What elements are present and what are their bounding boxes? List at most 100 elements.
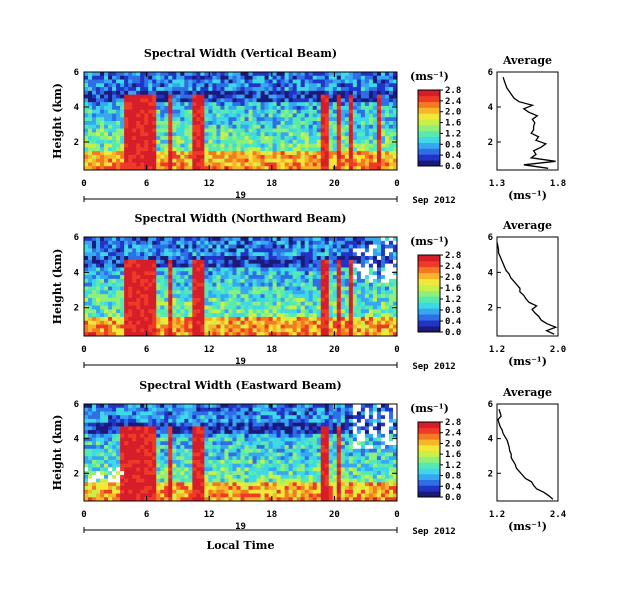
heatmap-cell	[284, 301, 290, 306]
heatmap-cell	[220, 143, 225, 148]
heatmap-cell	[260, 83, 265, 88]
heatmap-cell	[280, 124, 286, 129]
heatmap-cell	[292, 124, 298, 129]
heatmap-cell	[312, 154, 318, 160]
heatmap-cell	[348, 316, 354, 322]
heatmap-cell	[328, 109, 334, 114]
heatmap-cell	[112, 459, 117, 465]
heatmap-cell	[92, 98, 97, 103]
heatmap-cell	[116, 79, 121, 84]
heatmap-cell	[188, 324, 193, 329]
heatmap-cell	[196, 143, 201, 148]
heatmap-cell	[88, 83, 93, 88]
heatmap-cell	[136, 83, 141, 88]
heatmap-cell	[240, 252, 245, 257]
heatmap-cell	[128, 407, 133, 412]
heatmap-cell	[284, 162, 290, 167]
heatmap-cell	[316, 166, 322, 171]
heatmap-cell	[348, 128, 354, 133]
heatmap-cell	[168, 79, 173, 84]
heatmap-cell	[104, 132, 109, 137]
heatmap-cell	[108, 151, 113, 156]
heatmap-cell	[216, 136, 221, 141]
heatmap-cell	[200, 418, 205, 424]
heatmap-cell	[172, 426, 177, 431]
heatmap-cell	[356, 147, 362, 152]
heatmap-cell	[148, 128, 153, 133]
heatmap-cell	[356, 244, 362, 249]
heatmap-cell	[224, 286, 229, 291]
heatmap-cell	[300, 139, 306, 145]
heatmap-cell	[232, 90, 237, 96]
heatmap-cell	[304, 79, 310, 84]
heatmap-cell	[188, 151, 193, 156]
heatmap-cell	[296, 301, 302, 306]
heatmap-cell	[372, 320, 378, 325]
heatmap-cell	[268, 252, 273, 257]
heatmap-cell	[112, 237, 117, 242]
heatmap-cell	[92, 463, 97, 468]
heatmap-cell	[192, 102, 197, 107]
heatmap-cell	[388, 124, 394, 129]
heatmap-cell	[216, 282, 221, 287]
heatmap-cell	[248, 286, 253, 291]
heatmap-cell	[180, 121, 185, 126]
heatmap-cell	[324, 316, 330, 322]
heatmap-cell	[224, 154, 229, 160]
heatmap-cell	[116, 94, 121, 99]
heatmap-cell	[324, 132, 330, 137]
heatmap-cell	[176, 489, 181, 494]
heatmap-cell	[308, 263, 314, 268]
heatmap-cell	[148, 463, 153, 468]
heatmap-cell	[152, 320, 157, 325]
heatmap-cell	[256, 105, 261, 111]
heatmap-cell	[172, 132, 177, 137]
heatmap-cell	[336, 282, 342, 287]
heatmap-cell	[208, 105, 213, 111]
heatmap-cell	[228, 75, 233, 80]
heatmap-cell	[92, 467, 97, 472]
heatmap-cell	[352, 259, 358, 265]
heatmap-cell	[128, 248, 133, 253]
heatmap-cell	[240, 271, 245, 276]
heatmap-cell	[124, 324, 129, 329]
heatmap-cell	[184, 411, 189, 416]
heatmap-cell	[120, 497, 125, 502]
heatmap-cell	[128, 237, 133, 242]
heatmap-cell	[124, 407, 129, 412]
heatmap-cell	[100, 87, 105, 92]
heatmap-cell	[244, 83, 249, 88]
heatmap-cell	[308, 151, 314, 156]
colorbar-segment	[418, 260, 440, 268]
heatmap-cell	[100, 275, 105, 280]
heatmap-cell	[260, 294, 265, 299]
heatmap-cell	[176, 320, 181, 325]
heatmap-cell	[320, 87, 326, 92]
heatmap-cell	[224, 83, 229, 88]
heatmap-cell	[196, 132, 201, 137]
heatmap-cell	[152, 433, 157, 438]
heatmap-cell	[392, 252, 398, 257]
heatmap-cell	[132, 294, 137, 299]
heatmap-cell	[216, 278, 221, 284]
heatmap-cell	[176, 474, 181, 480]
heatmap-cell	[392, 113, 398, 118]
heatmap-cell	[84, 256, 89, 261]
heatmap-cell	[120, 282, 125, 287]
heatmap-cell	[128, 430, 133, 435]
heatmap-cell	[336, 332, 342, 337]
heatmap-cell	[252, 309, 257, 314]
heatmap-cell	[140, 136, 145, 141]
heatmap-cell	[280, 297, 286, 303]
heatmap-cell	[88, 162, 93, 167]
heatmap-cell	[268, 151, 273, 156]
heatmap-cell	[192, 256, 197, 261]
heatmap-cell	[204, 79, 209, 84]
heatmap-cell	[108, 418, 113, 424]
heatmap-cell	[316, 143, 322, 148]
heatmap-cell	[348, 320, 354, 325]
heatmap-cell	[164, 459, 169, 465]
heatmap-cell	[120, 297, 125, 303]
heatmap-cell	[332, 263, 338, 268]
heatmap-cell	[264, 105, 269, 111]
